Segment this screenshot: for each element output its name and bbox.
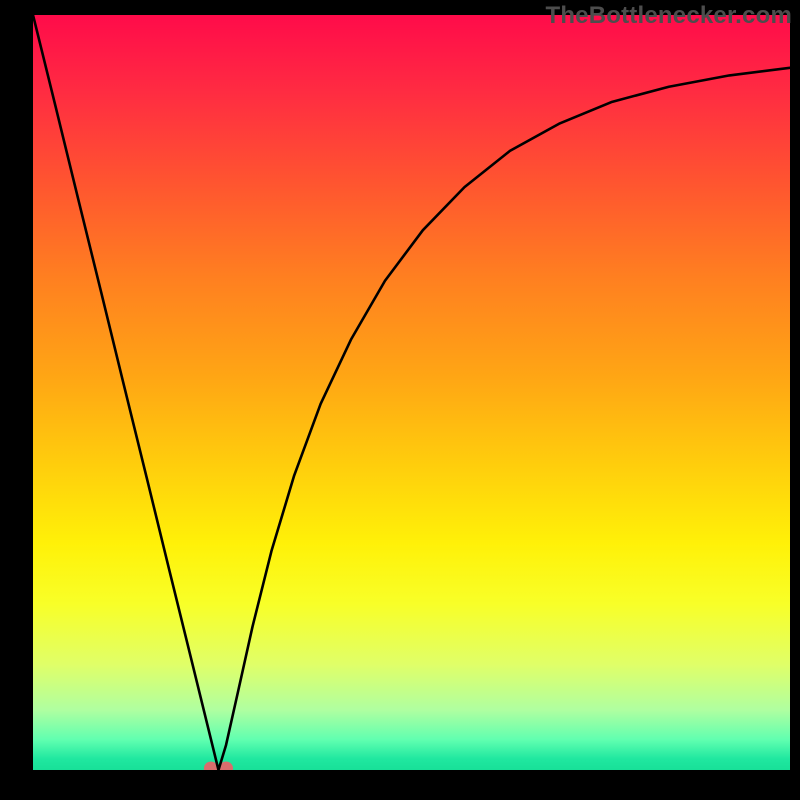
- chart-outer-frame: TheBottlenecker.com: [0, 0, 800, 800]
- chart-plot-area: [33, 15, 790, 770]
- gradient-background: [33, 15, 790, 770]
- watermark-text: TheBottlenecker.com: [545, 2, 792, 30]
- chart-svg: [33, 15, 790, 770]
